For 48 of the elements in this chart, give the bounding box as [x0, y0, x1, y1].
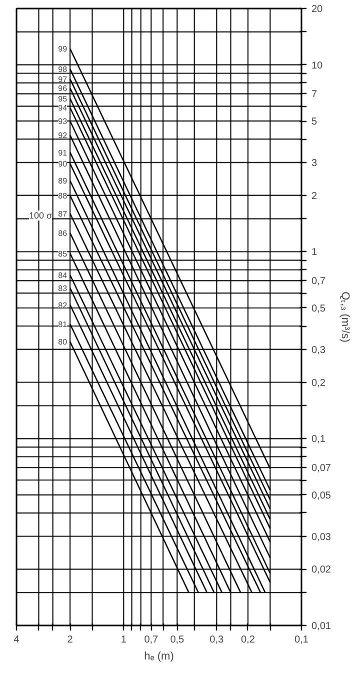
y-tick-label: 5: [312, 116, 318, 128]
series-label: 81: [58, 320, 68, 330]
y-tick-label: 7: [312, 89, 318, 100]
x-tick-label: 0,2: [240, 634, 256, 646]
y-tick-label: 1: [312, 247, 318, 258]
series-label: 98: [58, 64, 68, 74]
annotation: 100 σ: [28, 210, 52, 220]
y-tick-label: 0,03: [312, 532, 332, 543]
series-label: 95: [58, 94, 68, 104]
y-axis-title: Qₜ,₃ (m³/s): [338, 292, 351, 342]
y-tick-label: 0,2: [312, 378, 326, 389]
y-tick-label: 0,07: [312, 463, 332, 474]
x-tick-label: 0,3: [210, 634, 224, 646]
series-label: 89: [58, 176, 68, 186]
x-tick-label: 0,1: [294, 634, 309, 646]
y-tick-label: 0,3: [312, 344, 326, 356]
y-tick-label: 0,02: [312, 564, 332, 576]
x-tick-label: 0,5: [170, 634, 185, 646]
series-label: 88: [58, 191, 68, 200]
x-tick-label: 2: [67, 634, 74, 646]
series-label: 91: [58, 148, 68, 158]
y-tick-label: 0,5: [312, 303, 326, 314]
series-label: 93: [58, 117, 68, 126]
series-label: 99: [58, 44, 68, 54]
series-label: 80: [58, 338, 68, 347]
y-tick-label: 0,1: [312, 434, 326, 446]
y-tick-label: 20: [312, 4, 324, 15]
x-axis-title: hₑ (m): [144, 650, 174, 662]
y-tick-label: 2: [312, 190, 318, 202]
series-label: 85: [58, 249, 68, 258]
series-label: 83: [58, 284, 68, 293]
x-tick-label: 0,7: [144, 634, 159, 646]
series-label: 97: [58, 74, 68, 84]
series-label: 86: [58, 228, 68, 238]
y-tick-label: 0,7: [312, 276, 326, 288]
x-tick-label: 1: [120, 634, 127, 646]
series-label: 92: [58, 131, 68, 140]
series-label: 82: [58, 300, 68, 310]
series-label: 84: [58, 271, 68, 280]
series-label: 90: [58, 160, 68, 169]
y-tick-label: 10: [312, 60, 324, 72]
y-tick-label: 3: [312, 158, 318, 169]
series-label: 96: [58, 84, 68, 94]
y-tick-label: 0,05: [312, 490, 332, 502]
series-label: 94: [58, 104, 68, 113]
y-tick-label: 0,01: [312, 621, 332, 632]
series-label: 87: [58, 210, 68, 219]
x-tick-label: 4: [14, 634, 20, 646]
